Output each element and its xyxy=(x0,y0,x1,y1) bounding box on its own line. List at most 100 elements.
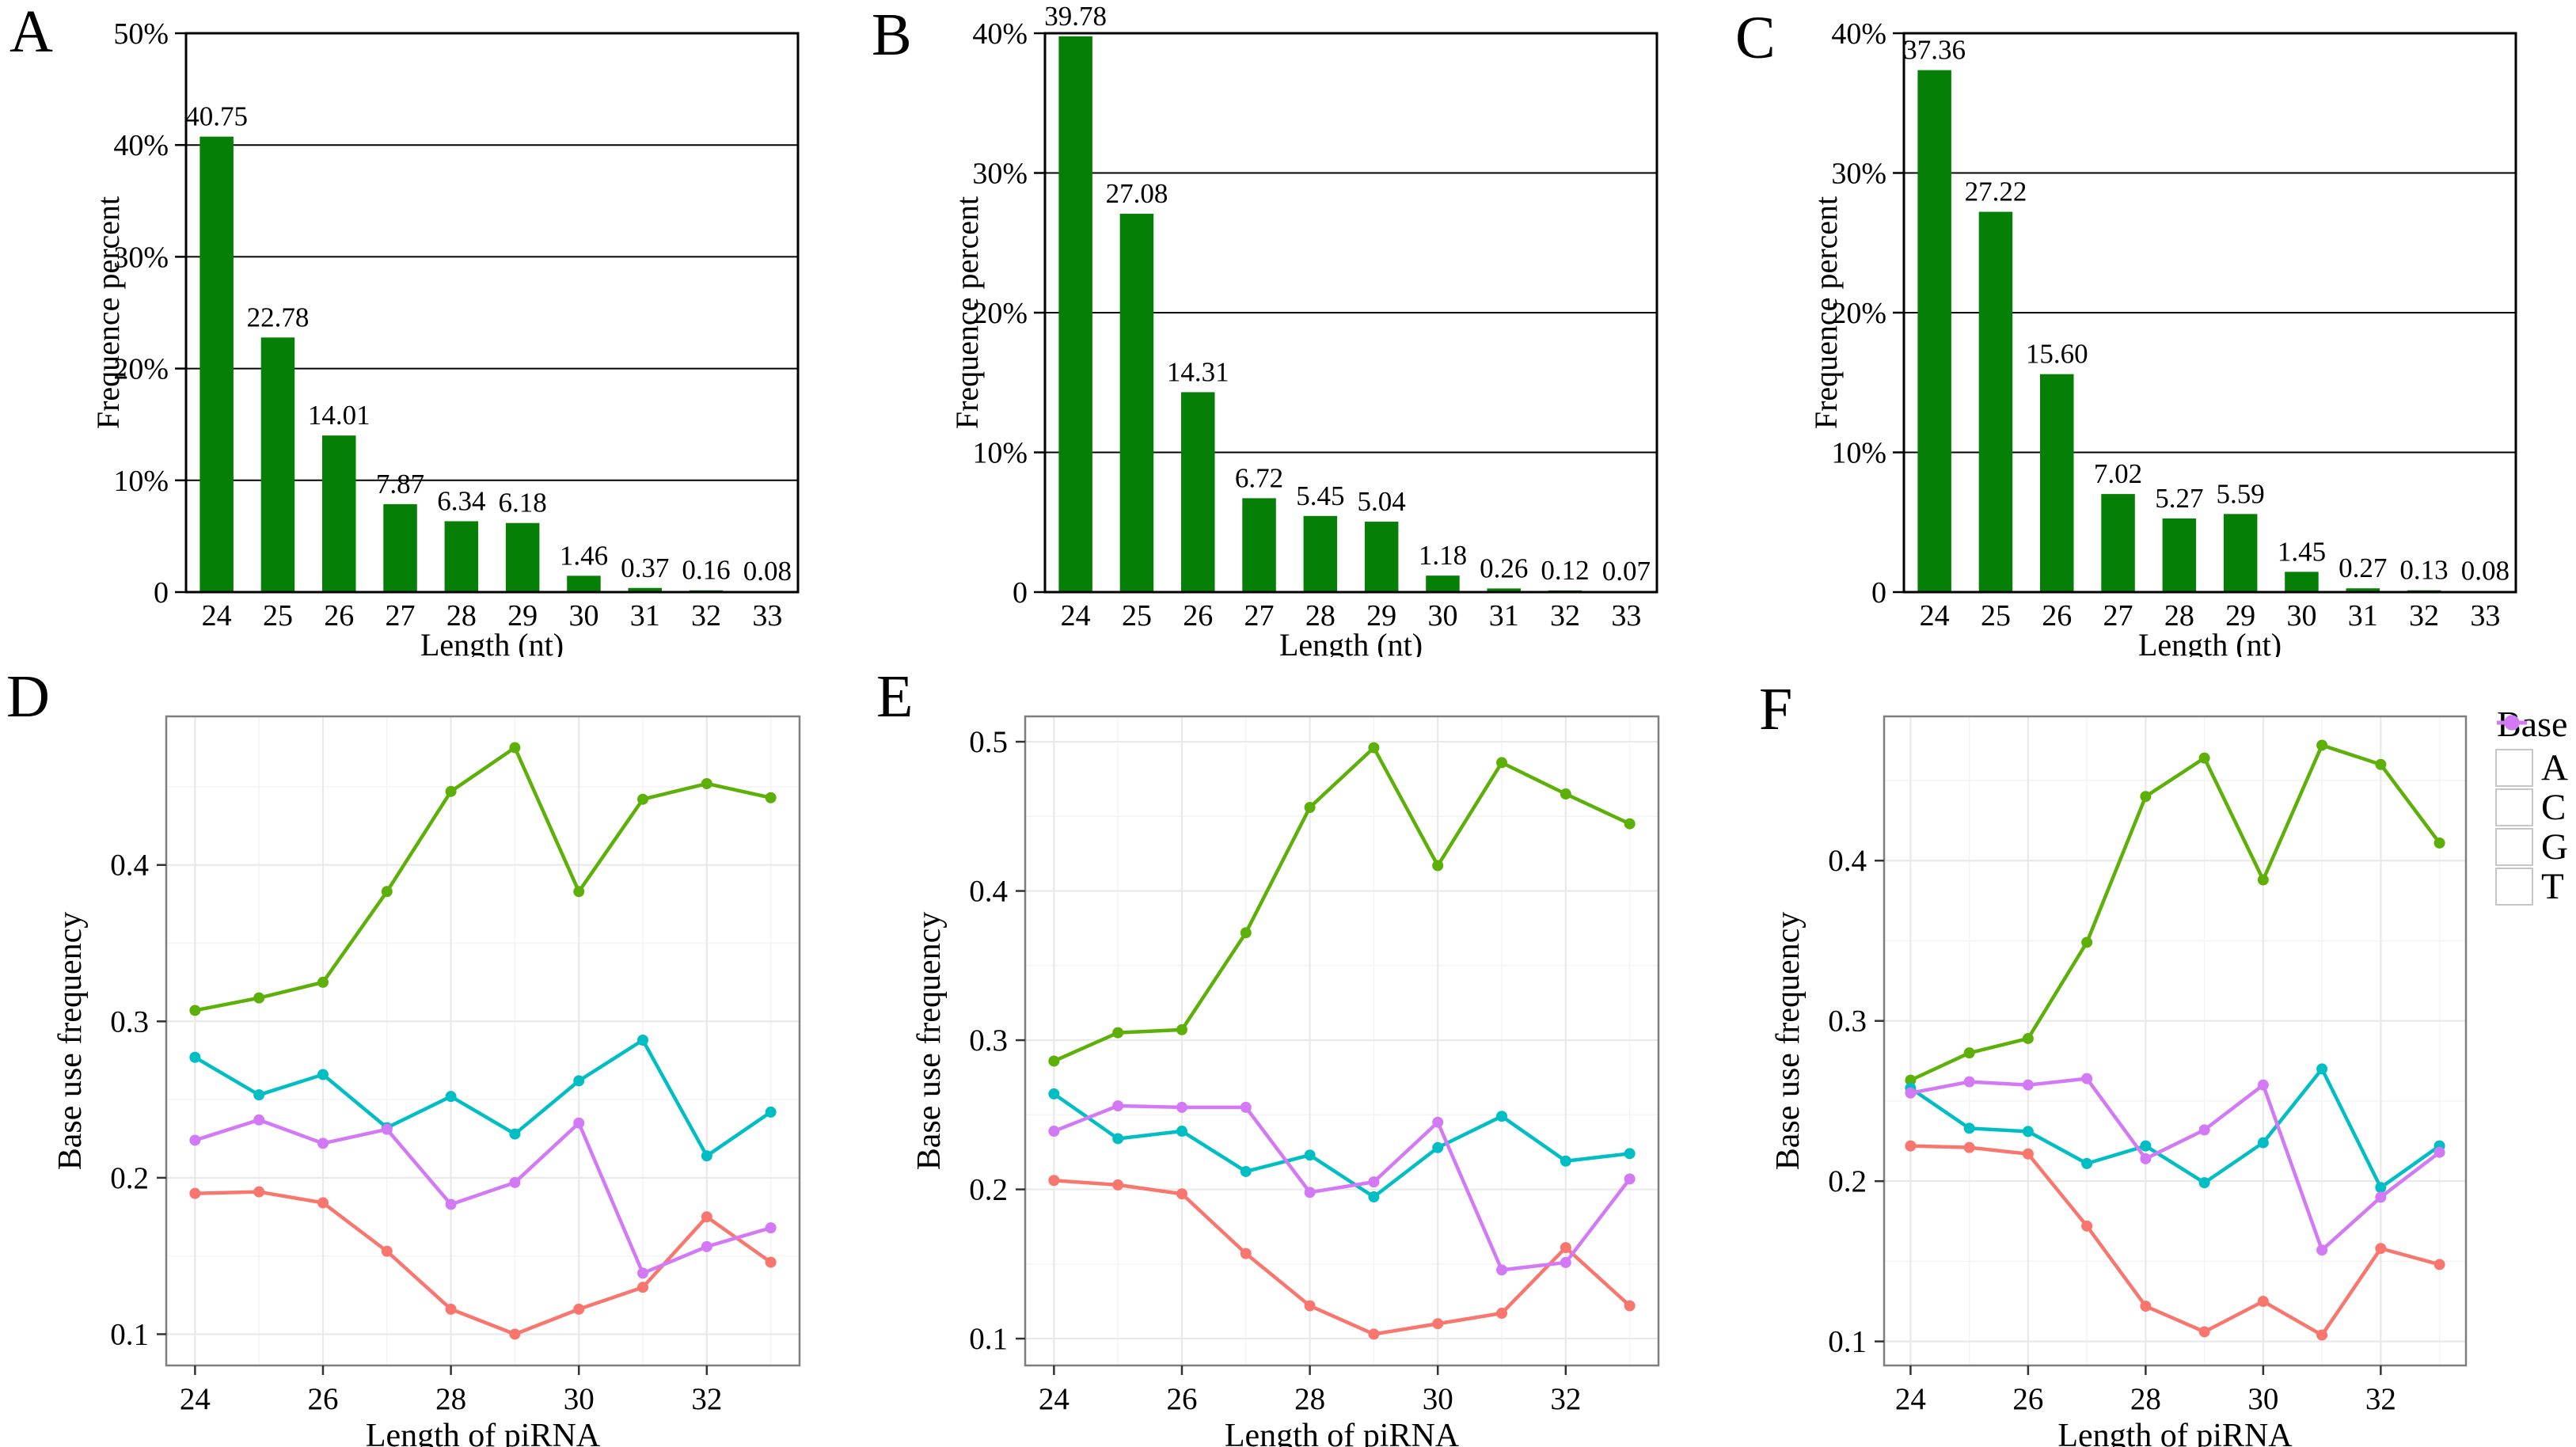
svg-text:20%: 20% xyxy=(1831,297,1886,330)
svg-text:0.08: 0.08 xyxy=(743,556,792,587)
svg-text:24: 24 xyxy=(202,599,232,632)
legend-key-t-icon xyxy=(2495,715,2533,906)
svg-text:0: 0 xyxy=(154,576,169,610)
svg-text:30: 30 xyxy=(2247,1382,2278,1416)
svg-text:14.31: 14.31 xyxy=(1167,356,1229,387)
svg-text:1.45: 1.45 xyxy=(2278,536,2326,567)
svg-text:0.1: 0.1 xyxy=(110,1317,149,1351)
legend-key-c-icon xyxy=(2495,715,2533,826)
svg-text:10%: 10% xyxy=(113,465,169,498)
svg-text:0.1: 0.1 xyxy=(1828,1325,1867,1359)
legend-label: C xyxy=(2541,786,2567,828)
svg-text:28: 28 xyxy=(2164,599,2194,632)
svg-text:32: 32 xyxy=(2409,599,2439,632)
svg-text:40.75: 40.75 xyxy=(185,101,248,132)
svg-text:30: 30 xyxy=(2286,599,2316,632)
svg-text:30: 30 xyxy=(564,1382,595,1416)
svg-text:0.37: 0.37 xyxy=(621,553,669,583)
panel-f-letter: F xyxy=(1759,676,1793,742)
svg-text:6.18: 6.18 xyxy=(499,488,547,518)
svg-text:5.04: 5.04 xyxy=(1358,486,1406,517)
svg-text:28: 28 xyxy=(1294,1382,1325,1416)
svg-text:24: 24 xyxy=(1895,1382,1926,1416)
svg-text:29: 29 xyxy=(507,599,538,632)
svg-text:0.3: 0.3 xyxy=(969,1024,1008,1058)
svg-text:28: 28 xyxy=(2130,1382,2161,1416)
svg-text:30: 30 xyxy=(1423,1382,1453,1416)
svg-text:30: 30 xyxy=(1427,599,1457,632)
panel-a: A 0 10% 20% 30% 40% 50% 40.75 24 22.78 25 14.01 26 7… xyxy=(0,0,859,657)
svg-text:40%: 40% xyxy=(1831,17,1886,51)
panel-c-letter: C xyxy=(1735,5,1776,71)
svg-text:26: 26 xyxy=(1166,1382,1197,1416)
svg-text:0.07: 0.07 xyxy=(1602,556,1651,587)
panel-c: C 0 10% 20% 30% 40% 37.36 24 27.22 25 15.60 26 7.02… xyxy=(1718,0,2576,657)
panel-e-letter: E xyxy=(876,663,914,730)
svg-text:0.12: 0.12 xyxy=(1541,555,1589,586)
svg-text:30%: 30% xyxy=(1831,158,1886,191)
svg-text:22.78: 22.78 xyxy=(247,302,310,332)
svg-text:Base use frequency: Base use frequency xyxy=(52,912,89,1171)
svg-text:6.72: 6.72 xyxy=(1235,462,1283,493)
svg-text:26: 26 xyxy=(2042,599,2072,632)
svg-text:24: 24 xyxy=(1061,599,1091,632)
svg-text:33: 33 xyxy=(2470,599,2500,632)
svg-text:Length (nt): Length (nt) xyxy=(420,627,564,657)
svg-text:33: 33 xyxy=(1611,599,1641,632)
line-chart-f: 24 26 28 30 32 0.1 0.2 0.3 0.4 Length of piRNA Bas… xyxy=(1770,715,2468,1447)
svg-text:28: 28 xyxy=(446,599,477,632)
svg-text:0.4: 0.4 xyxy=(1828,844,1867,878)
svg-text:29: 29 xyxy=(2225,599,2255,632)
legend-label: A xyxy=(2541,746,2568,788)
svg-text:31: 31 xyxy=(1489,599,1519,632)
svg-text:26: 26 xyxy=(324,599,354,632)
svg-text:0.4: 0.4 xyxy=(969,875,1008,909)
panel-b: B 0 10% 20% 30% 40% 39.78 24 27.08 25 14.31 26 6.72… xyxy=(859,0,1718,657)
panel-e: E 24 26 28 30 32 0.1 0.2 0.3 0.4 0.5 Length of piR… xyxy=(859,657,1718,1447)
svg-text:10%: 10% xyxy=(1831,437,1886,470)
svg-text:30%: 30% xyxy=(972,158,1028,191)
svg-text:25: 25 xyxy=(263,599,293,632)
svg-text:32: 32 xyxy=(691,599,721,632)
svg-text:0.16: 0.16 xyxy=(682,555,730,586)
svg-text:25: 25 xyxy=(1981,599,2011,632)
svg-text:27: 27 xyxy=(2103,599,2133,632)
svg-text:31: 31 xyxy=(2348,599,2378,632)
svg-text:0.27: 0.27 xyxy=(2339,553,2387,583)
svg-text:0: 0 xyxy=(1871,576,1886,610)
legend-item-t: T xyxy=(2495,715,2568,906)
svg-text:40%: 40% xyxy=(113,129,169,162)
svg-text:0.2: 0.2 xyxy=(110,1161,149,1195)
svg-text:14.01: 14.01 xyxy=(308,400,370,431)
bar-chart-a: 0 10% 20% 30% 40% 50% 40.75 24 22.78 25 14.01 26 7.8… xyxy=(90,17,800,657)
legend-key-a-icon xyxy=(2495,715,2533,787)
svg-text:40%: 40% xyxy=(972,17,1028,51)
svg-text:32: 32 xyxy=(2365,1382,2396,1416)
bar-chart-c: 0 10% 20% 30% 40% 37.36 24 27.22 25 15.60 26 7.02 27… xyxy=(1808,17,2517,657)
svg-text:15.60: 15.60 xyxy=(2026,339,2088,370)
svg-text:26: 26 xyxy=(307,1382,338,1416)
svg-text:0.5: 0.5 xyxy=(969,725,1008,759)
svg-text:Frequence percent: Frequence percent xyxy=(1808,196,1844,429)
svg-text:31: 31 xyxy=(630,599,660,632)
line-chart-d: 24 26 28 30 32 0.1 0.2 0.3 0.4 Length of piRNA Bas… xyxy=(52,715,801,1447)
line-chart-e: 24 26 28 30 32 0.1 0.2 0.3 0.4 0.5 Length of piRNA… xyxy=(911,715,1660,1447)
svg-text:0.26: 0.26 xyxy=(1480,553,1528,583)
svg-text:26: 26 xyxy=(1183,599,1213,632)
svg-text:0.2: 0.2 xyxy=(969,1173,1008,1207)
svg-text:30: 30 xyxy=(568,599,598,632)
panel-f: F 24 26 28 30 32 0.1 0.2 0.3 0.4 Length of piRNA B… xyxy=(1718,657,2576,1447)
bar-chart-b: 0 10% 20% 30% 40% 39.78 24 27.08 25 14.31 26 6.72 27… xyxy=(949,1,1658,657)
svg-text:24: 24 xyxy=(1039,1382,1070,1416)
svg-text:1.46: 1.46 xyxy=(560,540,608,571)
svg-text:25: 25 xyxy=(1122,599,1152,632)
svg-text:Length of piRNA: Length of piRNA xyxy=(2057,1418,2293,1447)
svg-text:30%: 30% xyxy=(113,241,169,274)
svg-text:Length of piRNA: Length of piRNA xyxy=(366,1418,601,1447)
svg-text:7.87: 7.87 xyxy=(376,469,424,499)
svg-text:0: 0 xyxy=(1013,576,1028,610)
svg-text:5.27: 5.27 xyxy=(2155,483,2203,514)
